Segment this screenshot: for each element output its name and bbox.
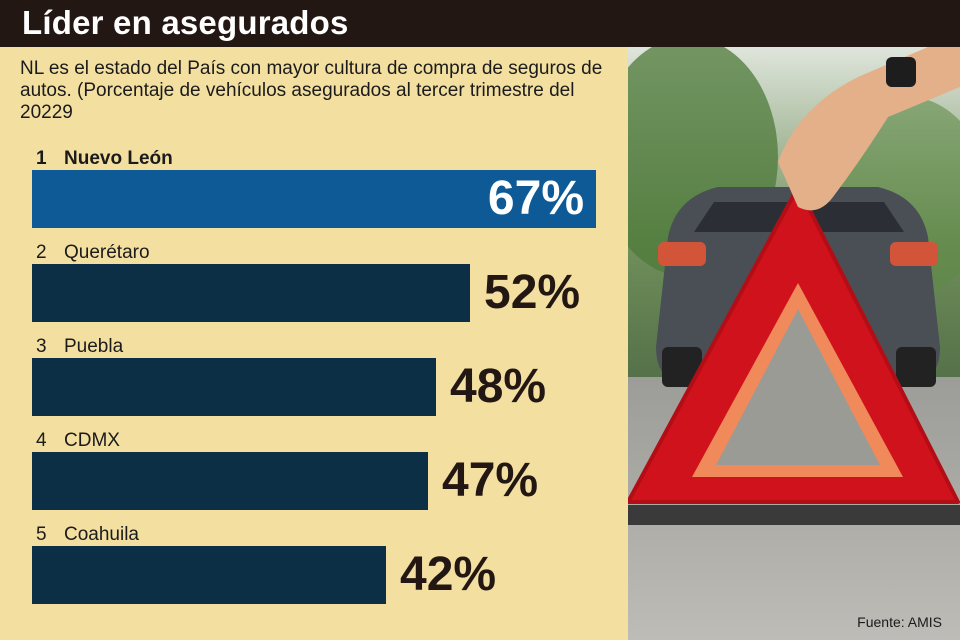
value-label: 47% — [442, 454, 539, 507]
category-rank: 4 — [36, 430, 47, 451]
value-label: 48% — [450, 360, 547, 413]
bar — [32, 546, 386, 604]
category-name: Querétaro — [64, 242, 150, 263]
category-label: 1 Nuevo León — [36, 148, 173, 170]
source-note: Fuente: AMIS — [857, 614, 942, 630]
bar — [32, 358, 436, 416]
value-label: 52% — [484, 266, 581, 319]
bar — [32, 264, 470, 322]
warning-triangle-photo: Fuente: AMIS — [628, 47, 960, 640]
category-rank: 3 — [36, 336, 47, 357]
value-label: 42% — [400, 548, 497, 601]
category-rank: 1 — [36, 148, 47, 169]
category-label: 2 Querétaro — [36, 242, 150, 264]
category-name: Coahuila — [64, 524, 139, 545]
category-name: Puebla — [64, 336, 124, 357]
title-bar: Líder en asegurados — [0, 0, 960, 47]
bar — [32, 170, 596, 228]
category-label: 4 CDMX — [36, 430, 120, 452]
bar — [32, 452, 428, 510]
chart-subtitle: NL es el estado del País con mayor cultu… — [20, 58, 603, 123]
category-label: 3 Puebla — [36, 336, 123, 358]
category-label: 5 Coahuila — [36, 524, 139, 546]
category-rank: 2 — [36, 242, 47, 263]
value-label: 67% — [487, 172, 584, 225]
category-rank: 5 — [36, 524, 47, 545]
category-name: CDMX — [64, 430, 120, 451]
chart-title: Líder en asegurados — [22, 4, 349, 41]
category-name: Nuevo León — [64, 148, 173, 169]
